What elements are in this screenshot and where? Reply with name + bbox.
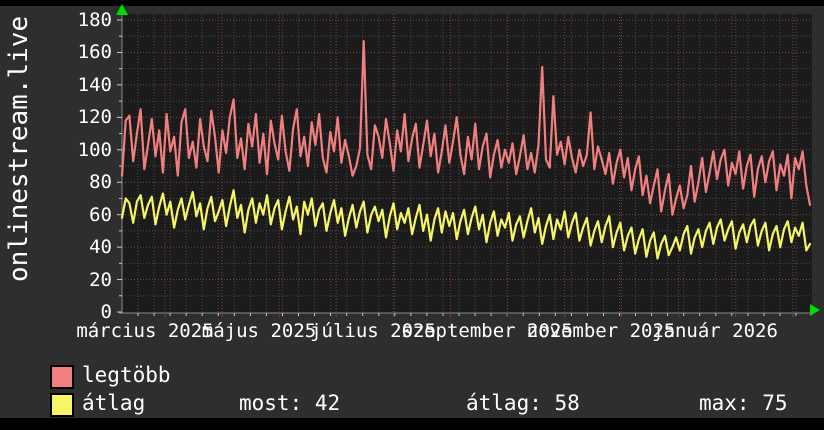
legend-label-legtobb: legtöbb [82, 363, 171, 387]
y-tick-label: 60 [89, 203, 112, 226]
x-tick-label: július 2025 [310, 320, 436, 342]
stat-most: most: 42 [239, 391, 341, 415]
minor-grid [122, 14, 812, 313]
y-tick-label: 120 [77, 106, 112, 129]
y-axis-arrow-icon [116, 4, 128, 15]
plot-background [122, 14, 812, 313]
stat-max: max: 75 [699, 391, 788, 415]
x-axis-arrow-icon [810, 304, 820, 316]
series-legtobb [120, 39, 812, 216]
x-tick-label: szeptember 2025 [401, 320, 573, 342]
month-ticks [164, 313, 794, 317]
y-tick-label: 40 [89, 236, 112, 259]
y-tick-label: 180 [77, 9, 112, 31]
axis-ticks [117, 19, 797, 316]
x-tick-label: május 2025 [201, 320, 317, 342]
y-tick-label: 140 [77, 73, 112, 96]
legend-swatch-legtobb [50, 365, 74, 389]
series-atlag [120, 189, 812, 260]
x-tick-label: március 2025 [76, 320, 214, 342]
x-tick-label: január 2026 [652, 320, 778, 342]
x-tick-label: november 2025 [526, 320, 676, 342]
y-tick-label: 0 [100, 301, 112, 323]
y-tick-label: 100 [77, 138, 112, 161]
stat-atlag: átlag: 58 [466, 391, 580, 415]
y-tick-label: 20 [89, 268, 112, 291]
y-tick-label: 80 [89, 171, 112, 194]
legend-label-atlag: átlag [82, 391, 146, 415]
legend-swatch-atlag [50, 393, 74, 417]
y-tick-label: 160 [77, 41, 112, 64]
